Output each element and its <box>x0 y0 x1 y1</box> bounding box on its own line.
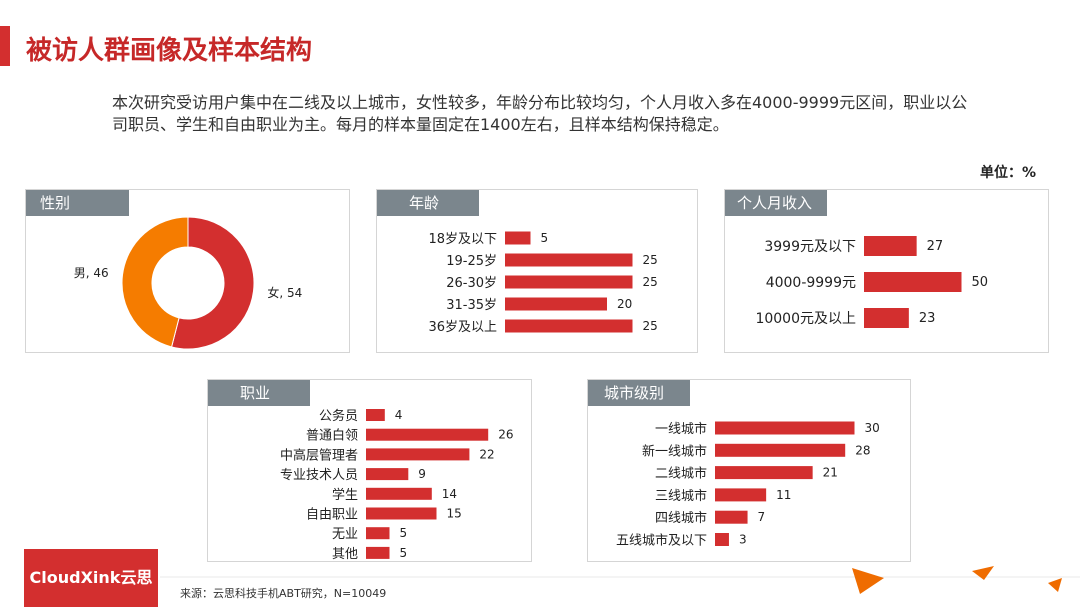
title-accent-bar <box>0 26 10 66</box>
page-title: 被访人群画像及样本结构 <box>26 36 313 66</box>
value-label-2: 25 <box>643 275 658 289</box>
value-label-5: 15 <box>447 507 462 521</box>
value-label-4: 14 <box>442 487 457 501</box>
category-label-1: 新一线城市 <box>642 443 707 459</box>
age-panel-header: 年龄 <box>377 190 479 216</box>
description-text: 本次研究受访用户集中在二线及以上城市，女性较多，年龄分布比较均匀，个人月收入多在… <box>112 93 968 134</box>
bar-3 <box>715 488 767 502</box>
category-label-1: 普通白领 <box>306 428 358 444</box>
donut-slice-1 <box>121 216 189 348</box>
unit-label: 单位：% <box>979 165 1036 181</box>
bar-4 <box>366 487 432 500</box>
bar-5 <box>366 507 437 520</box>
value-label-0: 4 <box>395 408 403 422</box>
value-label-2: 21 <box>823 466 838 480</box>
value-label-5: 3 <box>739 533 747 547</box>
category-label-0: 公务员 <box>319 408 358 424</box>
bar-1 <box>715 443 846 457</box>
category-label-5: 五线城市及以下 <box>616 533 707 549</box>
category-label-0: 18岁及以下 <box>428 232 497 247</box>
bar-4 <box>505 319 633 333</box>
age-bar-chart: 18岁及以下 5 19-25岁 25 26-30岁 25 31-35岁 20 36岁及以上 25 <box>428 231 658 335</box>
category-label-1: 4000-9999元 <box>766 275 856 291</box>
source-note: 来源：云思科技手机ABT研究，N=10049 <box>180 587 387 600</box>
bar-0 <box>715 421 855 435</box>
gender-panel-header: 性别 <box>26 190 129 216</box>
bar-5 <box>715 533 729 546</box>
bar-0 <box>366 409 385 421</box>
category-label-5: 自由职业 <box>306 508 358 523</box>
arrow-decoration-2 <box>972 566 994 580</box>
value-label-0: 27 <box>927 239 944 254</box>
donut-slice-0 <box>170 216 255 350</box>
value-label-2: 22 <box>479 447 494 461</box>
arrow-decoration-1 <box>852 568 884 594</box>
category-label-2: 26-30岁 <box>446 276 497 291</box>
donut-label-0: 女, 54 <box>267 285 302 300</box>
occupation-panel: 职业 公务员 4 普通白领 26 中高层管理者 22 专业技术人员 9 学生 14 自由职业 15 无业… <box>207 379 532 562</box>
value-label-0: 30 <box>865 421 880 435</box>
bar-1 <box>505 253 633 267</box>
category-label-4: 学生 <box>332 487 358 503</box>
income-panel: 个人月收入 3999元及以下 27 4000-9999元 50 10000元及以上 23 <box>724 189 1049 353</box>
category-label-6: 无业 <box>332 527 358 542</box>
bar-6 <box>366 527 390 540</box>
bar-7 <box>366 546 390 559</box>
value-label-7: 5 <box>400 546 408 560</box>
bar-3 <box>366 468 409 481</box>
category-label-3: 31-35岁 <box>446 298 497 313</box>
occupation-panel-header: 职业 <box>208 380 310 406</box>
category-label-2: 10000元及以上 <box>755 311 856 327</box>
category-label-1: 19-25岁 <box>446 254 497 269</box>
value-label-2: 23 <box>919 311 936 326</box>
value-label-4: 7 <box>758 510 766 524</box>
value-label-3: 9 <box>418 467 426 481</box>
category-label-3: 三线城市 <box>655 488 707 504</box>
value-label-6: 5 <box>400 526 408 540</box>
category-label-2: 二线城市 <box>655 466 707 482</box>
bar-0 <box>505 231 531 245</box>
city-tier-panel: 城市级别 一线城市 30 新一线城市 28 二线城市 21 三线城市 11 四线城市 7 五线城市及… <box>587 379 911 562</box>
income-panel-header: 个人月收入 <box>725 190 827 216</box>
value-label-1: 25 <box>643 253 658 267</box>
category-label-0: 3999元及以下 <box>764 239 856 255</box>
value-label-1: 26 <box>498 428 513 442</box>
bar-0 <box>864 236 917 256</box>
bar-4 <box>715 510 748 524</box>
bar-1 <box>864 272 962 292</box>
category-label-4: 四线城市 <box>655 510 707 526</box>
arrow-decoration-3 <box>1048 578 1062 592</box>
value-label-3: 11 <box>776 488 791 502</box>
bar-3 <box>505 297 607 311</box>
value-label-3: 20 <box>617 297 632 311</box>
value-label-1: 28 <box>855 443 870 457</box>
gender-panel: 性别 女, 54 男, 46 <box>25 189 350 353</box>
bar-2 <box>505 275 633 289</box>
category-label-0: 一线城市 <box>655 421 707 437</box>
value-label-0: 5 <box>541 231 549 245</box>
city-tier-panel-header: 城市级别 <box>588 380 690 406</box>
bar-2 <box>366 448 470 461</box>
category-label-2: 中高层管理者 <box>280 447 358 463</box>
bar-2 <box>715 466 813 480</box>
category-label-4: 36岁及以上 <box>428 320 497 335</box>
category-label-3: 专业技术人员 <box>280 468 358 483</box>
cloudxink-logo: CloudXink云思 <box>24 549 158 607</box>
occupation-bar-chart: 公务员 4 普通白领 26 中高层管理者 22 专业技术人员 9 学生 14 自由职业 15 无业 5 其他… <box>280 408 513 561</box>
bar-1 <box>366 428 489 441</box>
gender-donut-chart: 女, 54 男, 46 <box>74 216 302 350</box>
value-label-4: 25 <box>643 319 658 333</box>
value-label-1: 50 <box>972 275 989 290</box>
income-bar-chart: 3999元及以下 27 4000-9999元 50 10000元及以上 23 <box>755 236 989 328</box>
bar-2 <box>864 308 909 328</box>
donut-label-1: 男, 46 <box>74 266 109 280</box>
category-label-7: 其他 <box>332 547 358 561</box>
city-tier-bar-chart: 一线城市 30 新一线城市 28 二线城市 21 三线城市 11 四线城市 7 五线城市及以下 3 <box>616 421 880 549</box>
age-panel: 年龄 18岁及以下 5 19-25岁 25 26-30岁 25 31-35岁 20 36岁及以上… <box>376 189 698 353</box>
